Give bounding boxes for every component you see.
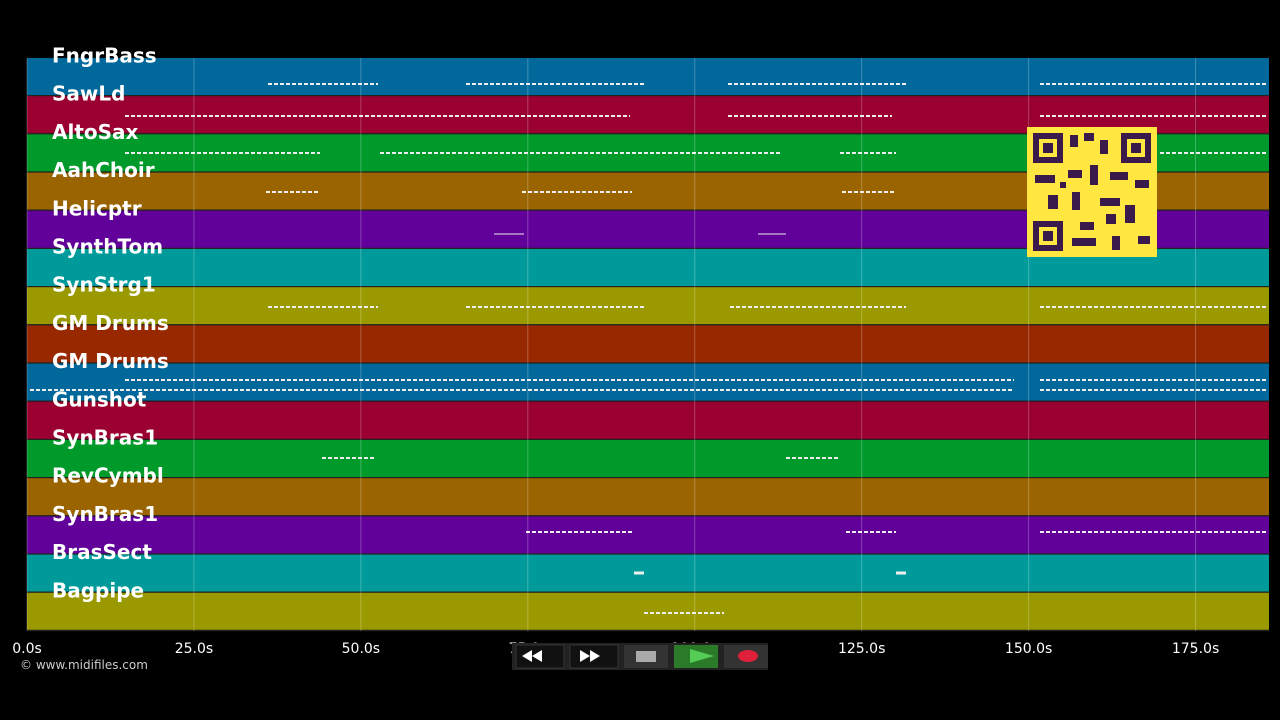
track-label: GM Drums bbox=[52, 349, 169, 373]
copyright: © www.midifiles.com bbox=[20, 658, 148, 672]
notes bbox=[30, 83, 1268, 614]
track-lane bbox=[27, 401, 1269, 439]
tick-label: 175.0s bbox=[1172, 641, 1219, 657]
tick-label: 50.0s bbox=[342, 641, 380, 657]
record-button[interactable] bbox=[724, 645, 768, 668]
track-label: SynthTom bbox=[52, 235, 163, 259]
rewind-button[interactable] bbox=[515, 644, 565, 669]
qr-code bbox=[1027, 127, 1157, 257]
track-label: SawLd bbox=[52, 82, 125, 106]
track-label: GM Drums bbox=[52, 311, 169, 335]
track-label: RevCymbl bbox=[52, 464, 164, 488]
tick-label: 150.0s bbox=[1005, 641, 1052, 657]
tick-label: 0.0s bbox=[12, 641, 42, 657]
track-lane bbox=[27, 478, 1269, 516]
track-label: Helicptr bbox=[52, 196, 142, 220]
stop-button[interactable] bbox=[624, 645, 668, 668]
track-lane bbox=[27, 592, 1269, 630]
track-lane bbox=[27, 287, 1269, 325]
track-label: SynBras1 bbox=[52, 426, 158, 450]
track-lane bbox=[27, 58, 1269, 96]
track-label: SynBras1 bbox=[52, 502, 158, 526]
tick-label: 125.0s bbox=[838, 641, 885, 657]
track-lane bbox=[27, 554, 1269, 592]
play-button[interactable] bbox=[674, 645, 718, 668]
track-label: SynStrg1 bbox=[52, 273, 156, 297]
track-lane bbox=[27, 440, 1269, 478]
track-lane bbox=[27, 363, 1269, 401]
transport-controls bbox=[512, 643, 768, 670]
track-lane bbox=[27, 325, 1269, 363]
qr-pattern bbox=[1033, 133, 1151, 251]
track-lane bbox=[27, 516, 1269, 554]
track-label: Bagpipe bbox=[52, 578, 144, 602]
track-label: AltoSax bbox=[52, 120, 139, 144]
track-labels: FngrBass SawLd AltoSax AahChoir Helicptr Synt… bbox=[52, 44, 169, 603]
tick-label: 25.0s bbox=[175, 641, 213, 657]
track-label: AahChoir bbox=[52, 158, 155, 182]
track-label: FngrBass bbox=[52, 44, 157, 68]
track-label: BrasSect bbox=[52, 540, 152, 564]
fast-forward-button[interactable] bbox=[569, 644, 619, 669]
track-label: Gunshot bbox=[52, 387, 147, 411]
